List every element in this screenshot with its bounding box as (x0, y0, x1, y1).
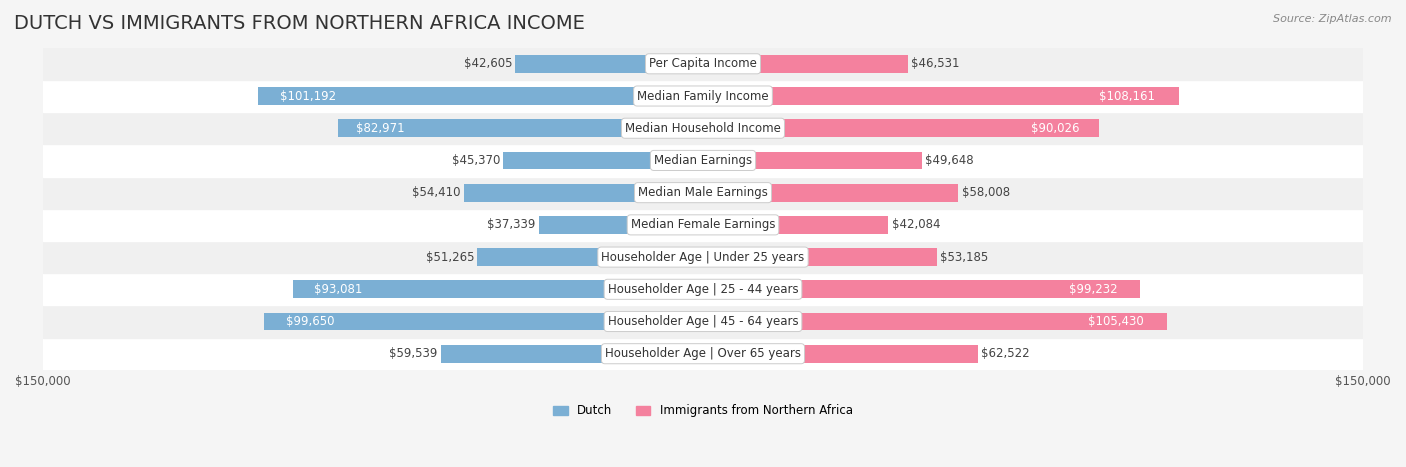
Text: DUTCH VS IMMIGRANTS FROM NORTHERN AFRICA INCOME: DUTCH VS IMMIGRANTS FROM NORTHERN AFRICA… (14, 14, 585, 33)
Bar (257, 87, 703, 105)
Bar (441, 345, 703, 362)
Bar (703, 216, 889, 234)
Bar (42, 273, 1364, 305)
Text: $101,192: $101,192 (280, 90, 336, 103)
Bar (42, 209, 1364, 241)
Text: $54,410: $54,410 (412, 186, 460, 199)
Bar (703, 248, 936, 266)
Bar (294, 281, 703, 298)
Bar (703, 312, 1167, 330)
Text: Householder Age | 45 - 64 years: Householder Age | 45 - 64 years (607, 315, 799, 328)
Bar (42, 338, 1364, 370)
Text: $45,370: $45,370 (451, 154, 501, 167)
Text: $99,232: $99,232 (1070, 283, 1118, 296)
Bar (464, 184, 703, 201)
Text: $82,971: $82,971 (356, 122, 405, 134)
Text: $99,650: $99,650 (287, 315, 335, 328)
Bar (42, 112, 1364, 144)
Bar (42, 144, 1364, 177)
Text: $59,539: $59,539 (389, 347, 437, 360)
Bar (538, 216, 703, 234)
Text: $105,430: $105,430 (1088, 315, 1144, 328)
Bar (42, 80, 1364, 112)
Text: Median Female Earnings: Median Female Earnings (631, 219, 775, 231)
Text: Householder Age | Over 65 years: Householder Age | Over 65 years (605, 347, 801, 360)
Bar (42, 48, 1364, 80)
Text: Median Earnings: Median Earnings (654, 154, 752, 167)
Text: $58,008: $58,008 (962, 186, 1010, 199)
Bar (703, 345, 979, 362)
Text: $42,605: $42,605 (464, 57, 512, 71)
Bar (478, 248, 703, 266)
Bar (703, 152, 921, 170)
Text: $37,339: $37,339 (486, 219, 536, 231)
Text: $62,522: $62,522 (981, 347, 1031, 360)
Text: $53,185: $53,185 (941, 251, 988, 263)
Bar (42, 177, 1364, 209)
Bar (703, 87, 1180, 105)
Text: $49,648: $49,648 (925, 154, 973, 167)
Bar (703, 281, 1140, 298)
Bar (516, 55, 703, 73)
Bar (703, 55, 908, 73)
Bar (503, 152, 703, 170)
Text: Per Capita Income: Per Capita Income (650, 57, 756, 71)
Text: $51,265: $51,265 (426, 251, 474, 263)
Text: $46,531: $46,531 (911, 57, 960, 71)
Bar (337, 120, 703, 137)
Bar (703, 184, 959, 201)
Text: $108,161: $108,161 (1099, 90, 1156, 103)
Text: $93,081: $93,081 (314, 283, 363, 296)
Text: Median Male Earnings: Median Male Earnings (638, 186, 768, 199)
Text: Median Family Income: Median Family Income (637, 90, 769, 103)
Text: $90,026: $90,026 (1031, 122, 1080, 134)
Text: Source: ZipAtlas.com: Source: ZipAtlas.com (1274, 14, 1392, 24)
Bar (42, 305, 1364, 338)
Bar (264, 312, 703, 330)
Bar (42, 241, 1364, 273)
Text: Householder Age | 25 - 44 years: Householder Age | 25 - 44 years (607, 283, 799, 296)
Text: $42,084: $42,084 (891, 219, 941, 231)
Legend: Dutch, Immigrants from Northern Africa: Dutch, Immigrants from Northern Africa (548, 399, 858, 422)
Text: Median Household Income: Median Household Income (626, 122, 780, 134)
Text: Householder Age | Under 25 years: Householder Age | Under 25 years (602, 251, 804, 263)
Bar (703, 120, 1099, 137)
